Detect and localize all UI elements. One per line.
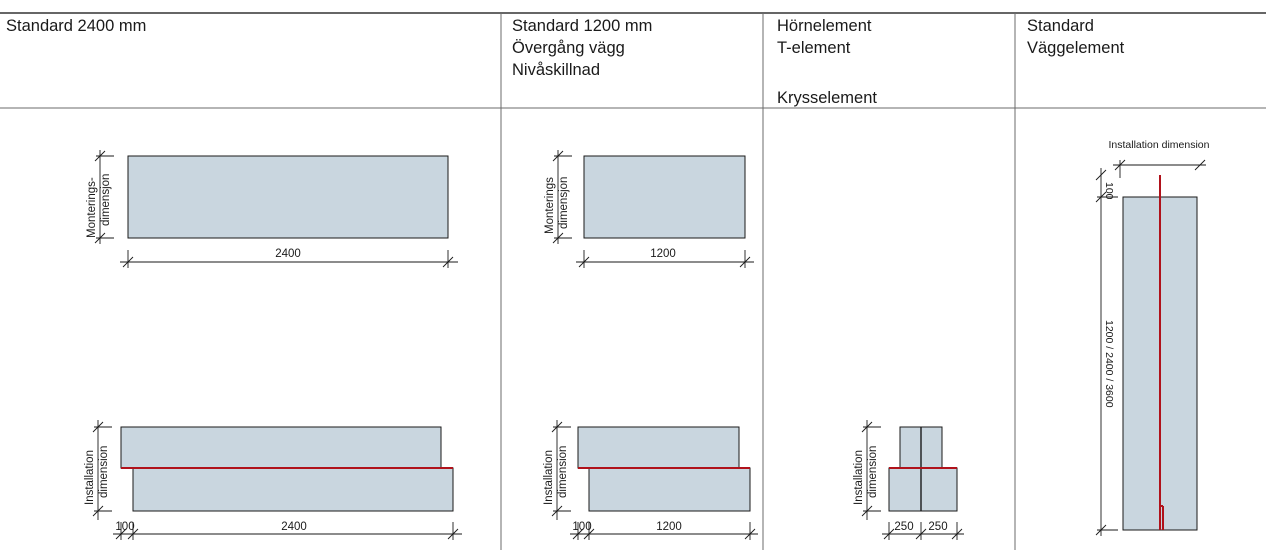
- panel-2400-lower: [132, 467, 454, 512]
- dimension-tick: [744, 528, 756, 540]
- dimension-tick: [883, 528, 895, 540]
- installation-label-line-1: Installation: [543, 450, 555, 505]
- montering-label-line-1: Monterings-: [86, 177, 98, 238]
- column-4-header-line-2: Väggelement: [1027, 39, 1125, 57]
- dimension-250-label: 250: [928, 521, 947, 533]
- panel-1200-top: [583, 155, 746, 239]
- column-3-header-line-2: T-element: [777, 39, 851, 57]
- installation-label-line-1: Installation: [853, 450, 865, 505]
- montering-label-line-1: Monterings: [544, 177, 556, 234]
- dimension-2400-label: 2400: [275, 248, 301, 260]
- standard-1200-installation-drawing: Installation dimension 100 1200: [543, 420, 758, 540]
- panel-1200-lower: [588, 467, 751, 512]
- dimension-100-label: 100: [1103, 182, 1115, 200]
- montering-label-line-2: dimensjon: [558, 177, 570, 229]
- panel-2400-top: [127, 155, 449, 239]
- dimension-100-label: 100: [572, 521, 591, 533]
- column-2-header-line-3: Nivåskillnad: [512, 61, 600, 79]
- dimension-tick: [115, 528, 127, 540]
- corner-panel-lower: [888, 467, 958, 512]
- dimension-tick: [442, 256, 454, 268]
- corner-element-drawing: Installation dimension 250 250: [853, 420, 964, 540]
- installation-label-line-2: dimension: [557, 446, 569, 498]
- column-2-header-line-2: Övergång vägg: [512, 39, 625, 57]
- dimension-2400-label: 2400: [281, 521, 307, 533]
- dimension-250-label: 250: [894, 521, 913, 533]
- dimension-tick: [447, 528, 459, 540]
- panel-2400-upper: [120, 426, 442, 469]
- dimension-tick: [572, 528, 584, 540]
- column-2-header-line-1: Standard 1200 mm: [512, 17, 652, 35]
- standard-1200-top-drawing: Monterings dimensjon 1200: [544, 150, 754, 268]
- dimension-tick: [951, 528, 963, 540]
- table-grid: [0, 12, 1266, 550]
- column-4-header-line-1: Standard: [1027, 17, 1094, 35]
- column-1-header-line-1: Standard 2400 mm: [6, 17, 146, 35]
- dimension-1200-label: 1200: [650, 248, 676, 260]
- montering-label-line-2: dimensjon: [100, 174, 112, 226]
- dimension-tick: [915, 528, 927, 540]
- dimension-tick: [122, 256, 134, 268]
- dimension-tick: [127, 528, 139, 540]
- installation-label-line-1: Installation: [84, 450, 96, 505]
- wall-height-label: 1200 / 2400 / 3600: [1103, 320, 1115, 408]
- dimension-1200-label: 1200: [656, 521, 682, 533]
- dimension-100-label: 100: [115, 521, 134, 533]
- column-3-header-line-1: Hörnelement: [777, 17, 872, 35]
- installation-label-line-2: dimension: [98, 446, 110, 498]
- installation-label-line-2: dimension: [867, 446, 879, 498]
- dimension-tick: [1095, 169, 1107, 181]
- dimension-tick: [578, 256, 590, 268]
- dimension-tick: [739, 256, 751, 268]
- dimension-tick: [1194, 159, 1206, 171]
- dimension-tick: [583, 528, 595, 540]
- standard-2400-installation-drawing: Installation dimension 100 2400: [84, 420, 462, 540]
- column-3-header-line-4: Krysselement: [777, 89, 877, 107]
- wall-element-drawing: Installation dimension 100 1200 / 2400 /…: [1095, 139, 1210, 536]
- standard-2400-top-drawing: Monterings- dimensjon 2400: [86, 150, 458, 268]
- installation-dimension-label: Installation dimension: [1109, 139, 1210, 151]
- panel-1200-upper: [577, 426, 740, 469]
